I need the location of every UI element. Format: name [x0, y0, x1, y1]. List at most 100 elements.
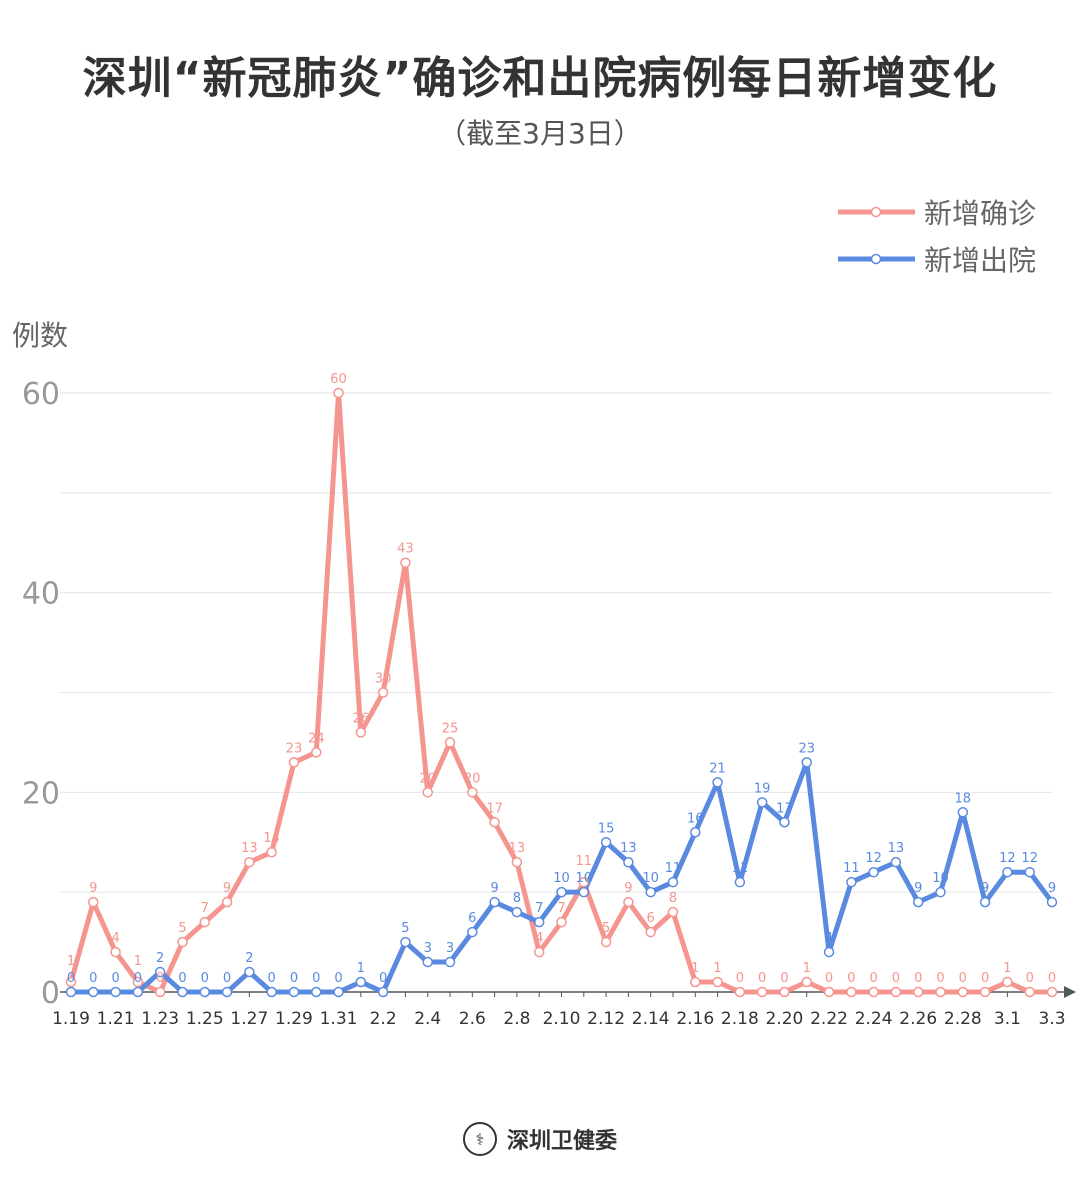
data-label: 3	[446, 941, 454, 956]
x-tick-label: 2.24	[855, 1009, 893, 1029]
data-label: 25	[442, 721, 459, 736]
data-point	[1046, 986, 1058, 998]
data-point	[935, 886, 946, 898]
x-tick-label: 1.31	[320, 1009, 358, 1029]
data-point	[556, 886, 567, 898]
x-tick-label: 1.19	[52, 1009, 90, 1029]
data-label: 0	[201, 971, 209, 986]
data-label: 60	[330, 372, 347, 387]
data-point	[979, 896, 991, 908]
data-point	[355, 976, 367, 988]
data-point	[600, 837, 612, 848]
data-label: 0	[892, 971, 900, 986]
data-label: 0	[1048, 971, 1056, 986]
data-label: 11	[665, 861, 682, 876]
data-label: 1	[1003, 961, 1011, 976]
data-point	[667, 876, 679, 888]
data-label: 0	[67, 971, 75, 986]
data-label: 10	[932, 871, 949, 886]
x-tick-label: 2.20	[766, 1009, 804, 1029]
data-point	[311, 747, 322, 758]
data-point	[712, 777, 723, 788]
data-point	[935, 986, 946, 998]
legend-marker	[870, 206, 882, 218]
data-point	[823, 986, 835, 998]
data-label: 21	[709, 761, 726, 776]
data-label: 0	[290, 971, 298, 986]
data-point	[422, 956, 433, 968]
data-label: 8	[513, 891, 521, 906]
data-label: 26	[353, 711, 370, 726]
data-point	[533, 916, 545, 928]
x-tick-label: 2.2	[370, 1009, 397, 1029]
data-point	[110, 946, 121, 958]
data-label: 1	[357, 961, 365, 976]
data-point	[444, 737, 456, 748]
data-point	[734, 986, 746, 998]
data-point	[511, 856, 523, 868]
data-label: 15	[598, 821, 615, 836]
data-point	[177, 936, 188, 948]
data-label: 0	[981, 971, 989, 986]
data-point	[623, 856, 634, 868]
data-label: 19	[754, 781, 771, 796]
data-point	[690, 827, 701, 838]
data-label: 0	[334, 971, 342, 986]
data-point	[667, 906, 679, 918]
data-point	[489, 896, 500, 908]
x-tick-label: 3.1	[994, 1009, 1021, 1029]
data-point	[712, 976, 723, 988]
data-label: 1	[803, 961, 811, 976]
page-title: 深圳“新冠肺炎”确诊和出院病例每日新增变化	[82, 53, 998, 104]
data-point	[199, 986, 211, 998]
data-label: 0	[379, 971, 387, 986]
data-point	[957, 807, 969, 818]
data-point	[846, 876, 857, 888]
data-point	[377, 687, 389, 698]
footer: ⚕ 深圳卫健委	[0, 1122, 1080, 1156]
data-point	[333, 387, 344, 399]
data-label: 0	[914, 971, 922, 986]
data-point	[244, 856, 255, 868]
data-point	[154, 986, 166, 998]
data-label: 1	[134, 954, 142, 969]
x-tick-label: 1.23	[141, 1009, 179, 1029]
legend-marker	[870, 253, 882, 265]
data-point	[868, 986, 879, 998]
data-point	[801, 757, 812, 768]
data-label: 0	[825, 971, 833, 986]
data-label: 0	[178, 971, 186, 986]
data-point	[221, 986, 233, 998]
data-label: 0	[780, 971, 788, 986]
data-point	[645, 886, 656, 898]
data-label: 9	[223, 881, 231, 896]
legend-label: 新增确诊	[924, 197, 1036, 230]
x-tick-label: 2.18	[721, 1009, 759, 1029]
data-point	[355, 727, 367, 738]
data-label: 23	[286, 741, 303, 756]
data-point	[177, 986, 188, 998]
data-point	[600, 936, 612, 948]
data-point	[533, 946, 545, 958]
data-point	[88, 986, 99, 998]
data-point	[489, 817, 500, 828]
data-label: 20	[419, 771, 436, 786]
data-label: 0	[89, 971, 97, 986]
data-point	[756, 797, 768, 808]
legend-label: 新增出院	[924, 244, 1036, 277]
data-label: 9	[914, 881, 922, 896]
data-point	[422, 787, 433, 798]
data-point	[65, 986, 77, 998]
data-point	[578, 876, 590, 888]
data-label: 13	[620, 841, 637, 856]
data-label: 4	[111, 931, 119, 946]
data-point	[88, 896, 99, 908]
data-label: 2	[156, 951, 164, 966]
data-label: 13	[509, 841, 526, 856]
data-label: 0	[111, 971, 119, 986]
data-label: 9	[624, 881, 632, 896]
data-label: 16	[687, 811, 704, 826]
data-point	[556, 916, 567, 928]
data-label: 1	[691, 961, 699, 976]
